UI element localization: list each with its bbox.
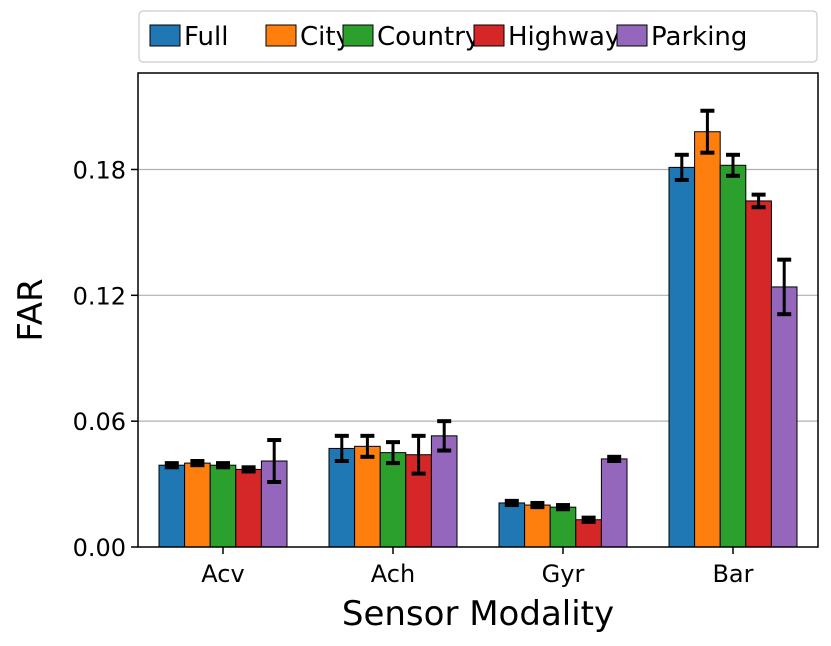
bar-city-gyr xyxy=(524,504,551,548)
legend-swatch-city xyxy=(265,24,297,47)
y-axis-title: FAR xyxy=(11,278,51,341)
legend: Full City Country Highway Parking xyxy=(138,10,818,63)
y-tick-label: 0.06 xyxy=(73,408,126,436)
bar-full-bar xyxy=(668,166,696,548)
legend-swatch-full xyxy=(149,24,181,47)
bar-country-bar xyxy=(719,164,747,548)
bar-country-ach xyxy=(379,452,407,548)
y-tick-label: 0.12 xyxy=(73,282,126,310)
y-tick-label: 0.18 xyxy=(73,156,126,184)
legend-label-full: Full xyxy=(184,22,228,52)
bar-highway-bar xyxy=(745,200,772,548)
bar-full-acv xyxy=(158,464,186,548)
bar-city-acv xyxy=(184,462,211,548)
x-axis-title: Sensor Modality xyxy=(342,594,614,634)
bar-city-bar xyxy=(694,131,721,548)
legend-swatch-highway xyxy=(473,24,505,47)
x-axis-ticks: Acv Ach Gyr Bar xyxy=(201,547,754,588)
bars xyxy=(158,131,798,548)
bar-city-ach xyxy=(354,445,381,548)
bar-parking-bar xyxy=(770,286,798,548)
bar-full-ach xyxy=(328,447,356,548)
bar-full-gyr xyxy=(498,502,526,548)
error-bars xyxy=(164,108,792,524)
legend-label-highway: Highway xyxy=(508,22,620,52)
x-tick-label: Gyr xyxy=(542,560,585,588)
legend-label-country: Country xyxy=(377,22,480,52)
bar-country-acv xyxy=(209,464,237,548)
legend-label-parking: Parking xyxy=(651,22,747,52)
bar-parking-ach xyxy=(430,435,458,548)
x-tick-label: Bar xyxy=(712,560,753,588)
legend-swatch-country xyxy=(342,24,374,47)
bar-parking-gyr xyxy=(600,458,628,548)
y-axis-ticks: 0.00 0.06 0.12 0.18 xyxy=(73,156,138,562)
legend-swatch-parking xyxy=(616,24,648,47)
bar-highway-acv xyxy=(235,468,262,548)
bar-country-gyr xyxy=(549,506,577,548)
legend-label-city: City xyxy=(300,22,351,52)
x-tick-label: Acv xyxy=(201,560,244,588)
x-tick-label: Ach xyxy=(371,560,415,588)
y-tick-label: 0.00 xyxy=(73,534,126,562)
plot-frame xyxy=(137,72,819,548)
